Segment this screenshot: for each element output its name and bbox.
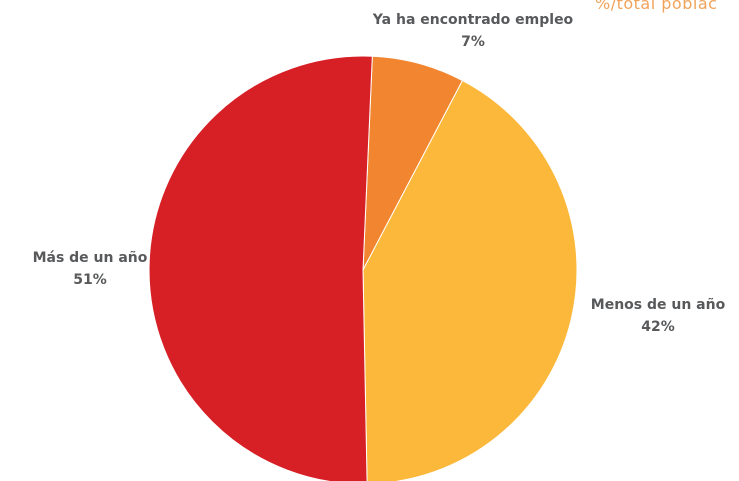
- slice-value-text: 7%: [461, 34, 485, 50]
- slice-label-menos-de-un-ano: Menos de un año 42%: [577, 294, 739, 338]
- pie-slice-2: [148, 55, 373, 481]
- pie-slices: [148, 55, 578, 481]
- slice-label-text: Menos de un año: [590, 297, 726, 313]
- slice-value-text: 51%: [73, 272, 107, 288]
- slice-value-text: 42%: [641, 319, 675, 335]
- corner-note: %/total poblac: [595, 0, 718, 13]
- slice-label-text: Ya ha encontrado empleo: [372, 12, 574, 28]
- slice-label-mas-de-un-ano: Más de un año 51%: [30, 247, 150, 291]
- slice-label-text: Más de un año: [32, 250, 148, 266]
- pie-slice-1: [362, 79, 578, 481]
- slice-label-ya-ha-encontrado-empleo: Ya ha encontrado empleo 7%: [358, 9, 588, 53]
